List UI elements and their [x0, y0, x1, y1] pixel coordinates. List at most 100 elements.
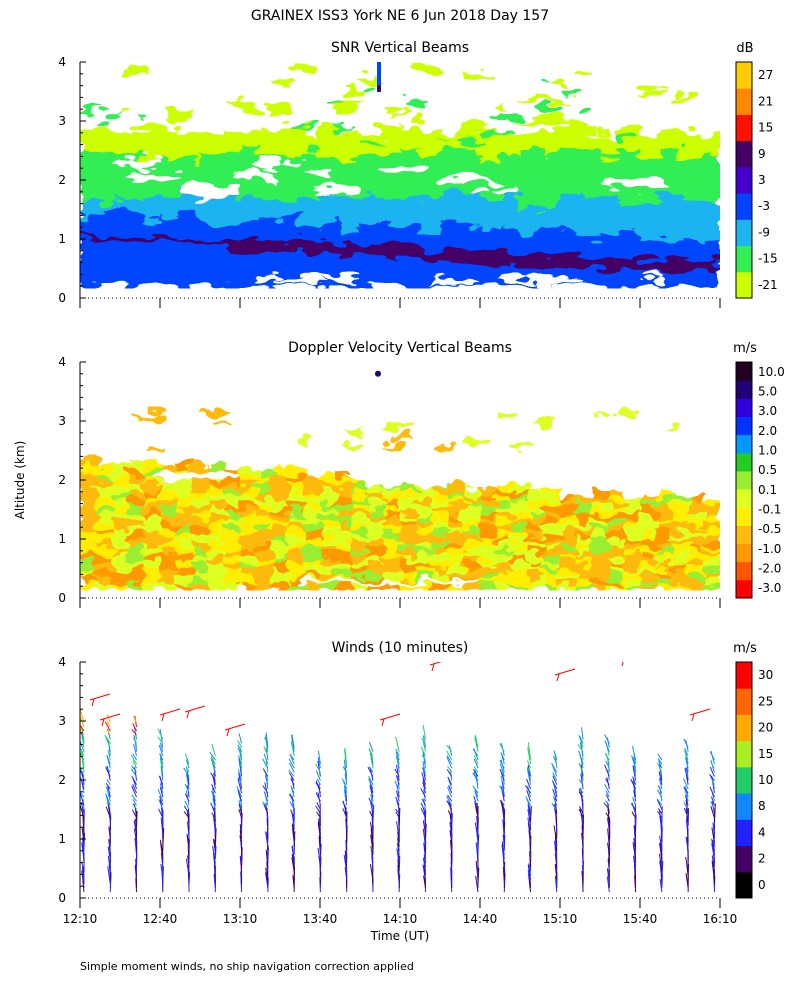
doppler-cell	[304, 478, 321, 486]
wind-barb	[161, 713, 165, 722]
doppler-cell	[560, 563, 577, 570]
doppler-cell	[368, 486, 385, 495]
doppler-cell	[192, 491, 209, 500]
doppler-cell	[128, 503, 145, 512]
doppler-cell	[400, 502, 417, 510]
wind-barb	[553, 825, 558, 843]
doppler-cell	[224, 476, 241, 485]
doppler-cell	[208, 465, 225, 474]
snr-cell	[140, 221, 161, 287]
doppler-cell	[432, 552, 449, 560]
wind-barb	[107, 802, 111, 814]
doppler-cell	[512, 524, 529, 532]
snr-cloud	[415, 63, 441, 74]
doppler-cell	[224, 509, 241, 518]
doppler-cell	[256, 556, 273, 564]
doppler-cell	[160, 554, 177, 563]
doppler-cell	[160, 519, 177, 528]
wind-barb	[632, 745, 637, 761]
wind-barb	[691, 713, 695, 722]
wind-barb	[379, 713, 401, 721]
wind-barb	[104, 721, 111, 732]
wind-barb	[604, 784, 610, 794]
snr-gap	[493, 187, 520, 196]
wind-barb	[581, 727, 584, 740]
wind-barb	[581, 832, 584, 847]
wind-barb	[527, 742, 532, 761]
wind-barb	[317, 757, 321, 769]
wind-barb	[80, 802, 85, 814]
doppler-cell	[592, 556, 609, 564]
wind-barb	[633, 789, 637, 802]
doppler-cell	[128, 488, 145, 497]
doppler-cell	[512, 542, 529, 550]
wind-barb	[447, 786, 453, 798]
doppler-cell	[496, 571, 513, 579]
doppler-cell	[368, 544, 385, 552]
colorbar-label: -21	[758, 278, 778, 292]
colorbar-label: 0.5	[758, 463, 777, 477]
doppler-cell	[112, 519, 129, 528]
wind-barb	[212, 838, 216, 851]
wind-barb	[108, 839, 111, 851]
wind-barb	[473, 754, 479, 765]
doppler-cell	[624, 573, 641, 581]
wind-barb	[341, 778, 348, 790]
colorbar-label: 8	[758, 799, 766, 813]
doppler-cell	[560, 537, 577, 544]
doppler-cell	[704, 520, 720, 527]
doppler-cell	[128, 481, 145, 490]
wind-barb	[370, 794, 374, 810]
doppler-cell	[416, 502, 433, 510]
doppler-cell	[352, 527, 369, 535]
doppler-cell	[608, 534, 625, 541]
wind-barb	[552, 775, 558, 785]
doppler-cell	[320, 526, 337, 534]
wind-barb	[685, 873, 689, 889]
wind-barb	[421, 798, 426, 806]
wind-barb	[620, 654, 640, 660]
doppler-cell	[80, 464, 97, 473]
doppler-cell	[80, 508, 97, 517]
wind-barb	[291, 854, 295, 868]
wind-barb	[130, 754, 137, 765]
doppler-cell	[240, 466, 257, 475]
wind-barb	[315, 792, 321, 802]
wind-barb	[431, 663, 435, 672]
doppler-cell	[240, 520, 257, 529]
wind-barb	[293, 831, 296, 847]
doppler-cell	[432, 509, 449, 517]
doppler-cell	[336, 483, 353, 491]
doppler-cell	[144, 567, 161, 576]
snr-gap	[601, 177, 666, 189]
wind-barb	[80, 795, 85, 802]
doppler-cell	[544, 544, 561, 551]
snr-cell	[180, 212, 201, 287]
doppler-cell	[288, 575, 305, 584]
doppler-cell	[512, 554, 529, 561]
wind-barb	[107, 855, 111, 872]
doppler-cell	[560, 495, 577, 503]
doppler-cell	[640, 562, 657, 569]
doppler-cell	[512, 577, 529, 585]
doppler-cell	[368, 525, 385, 533]
wind-barb	[238, 733, 243, 744]
snr-cell	[220, 223, 241, 287]
doppler-cell	[96, 540, 113, 549]
colorbar-label: -0.1	[758, 503, 781, 517]
wind-barb	[446, 795, 453, 806]
wind-barb	[553, 840, 558, 860]
winds-units: m/s	[733, 641, 757, 656]
wind-barb	[159, 839, 164, 856]
wind-barb	[159, 753, 164, 761]
doppler-cell	[208, 507, 225, 515]
wind-barb	[109, 872, 112, 888]
doppler-cell	[448, 491, 465, 499]
doppler-cell	[256, 516, 273, 525]
wind-barb	[449, 830, 453, 843]
doppler-cell	[208, 534, 225, 543]
doppler-cloud	[597, 412, 616, 417]
doppler-cell	[128, 553, 145, 562]
wind-barb	[319, 843, 322, 860]
wind-barb	[370, 846, 374, 860]
